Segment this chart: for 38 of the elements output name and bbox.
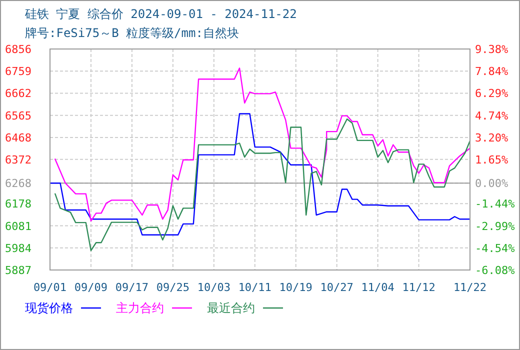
y-tick-label: 6081 [5, 220, 32, 233]
legend-label: 最近合约 [207, 301, 255, 315]
x-tick-label: 11/22 [453, 281, 487, 294]
y2-tick-label: -6.08% [475, 264, 516, 277]
legend-label: 现货价格 [25, 301, 73, 315]
x-tick-label: 10/03 [197, 281, 230, 294]
x-tick-label: 10/19 [279, 281, 312, 294]
y2-tick-label: 6.29% [475, 87, 508, 100]
y-tick-label: 6268 [5, 177, 32, 190]
y-tick-label: 5887 [5, 264, 32, 277]
y2-tick-label: -4.54% [475, 242, 516, 255]
x-tick-label: 09/17 [115, 281, 149, 294]
y2-tick-label: 3.20% [475, 131, 508, 144]
y2-tick-label: 0.00% [475, 177, 508, 190]
chart-subtitle: 牌号:FeSi75～B 粒度等级/mm:自然块 [25, 26, 239, 40]
x-tick-label: 10/11 [238, 281, 272, 294]
y2-tick-label: 4.74% [475, 109, 508, 122]
legend-label: 主力合约 [116, 301, 164, 315]
y2-tick-label: 7.84% [475, 65, 508, 78]
x-tick-label: 09/25 [156, 281, 190, 294]
y-tick-label: 6468 [5, 131, 32, 144]
x-tick-label: 09/01 [33, 281, 67, 294]
chart-title: 硅铁 宁夏 综合价 2024-09-01 - 2024-11-22 [24, 7, 297, 21]
y2-tick-label: -2.99% [475, 220, 516, 233]
y-tick-label: 6759 [5, 65, 32, 78]
y-tick-label: 6565 [5, 109, 32, 122]
y-tick-label: 6856 [5, 43, 32, 56]
y-tick-label: 6372 [5, 153, 32, 166]
x-tick-label: 09/09 [74, 281, 108, 294]
y-tick-label: 6662 [5, 87, 32, 100]
x-tick-label: 11/04 [361, 281, 395, 294]
y-tick-label: 5984 [5, 242, 32, 255]
y2-tick-label: 9.38% [475, 43, 508, 56]
y2-tick-label: 1.65% [475, 154, 508, 166]
x-tick-label: 11/12 [402, 281, 436, 294]
y2-tick-label: -1.44% [475, 198, 516, 211]
y-tick-label: 6178 [5, 198, 32, 211]
x-tick-label: 10/27 [320, 281, 354, 294]
